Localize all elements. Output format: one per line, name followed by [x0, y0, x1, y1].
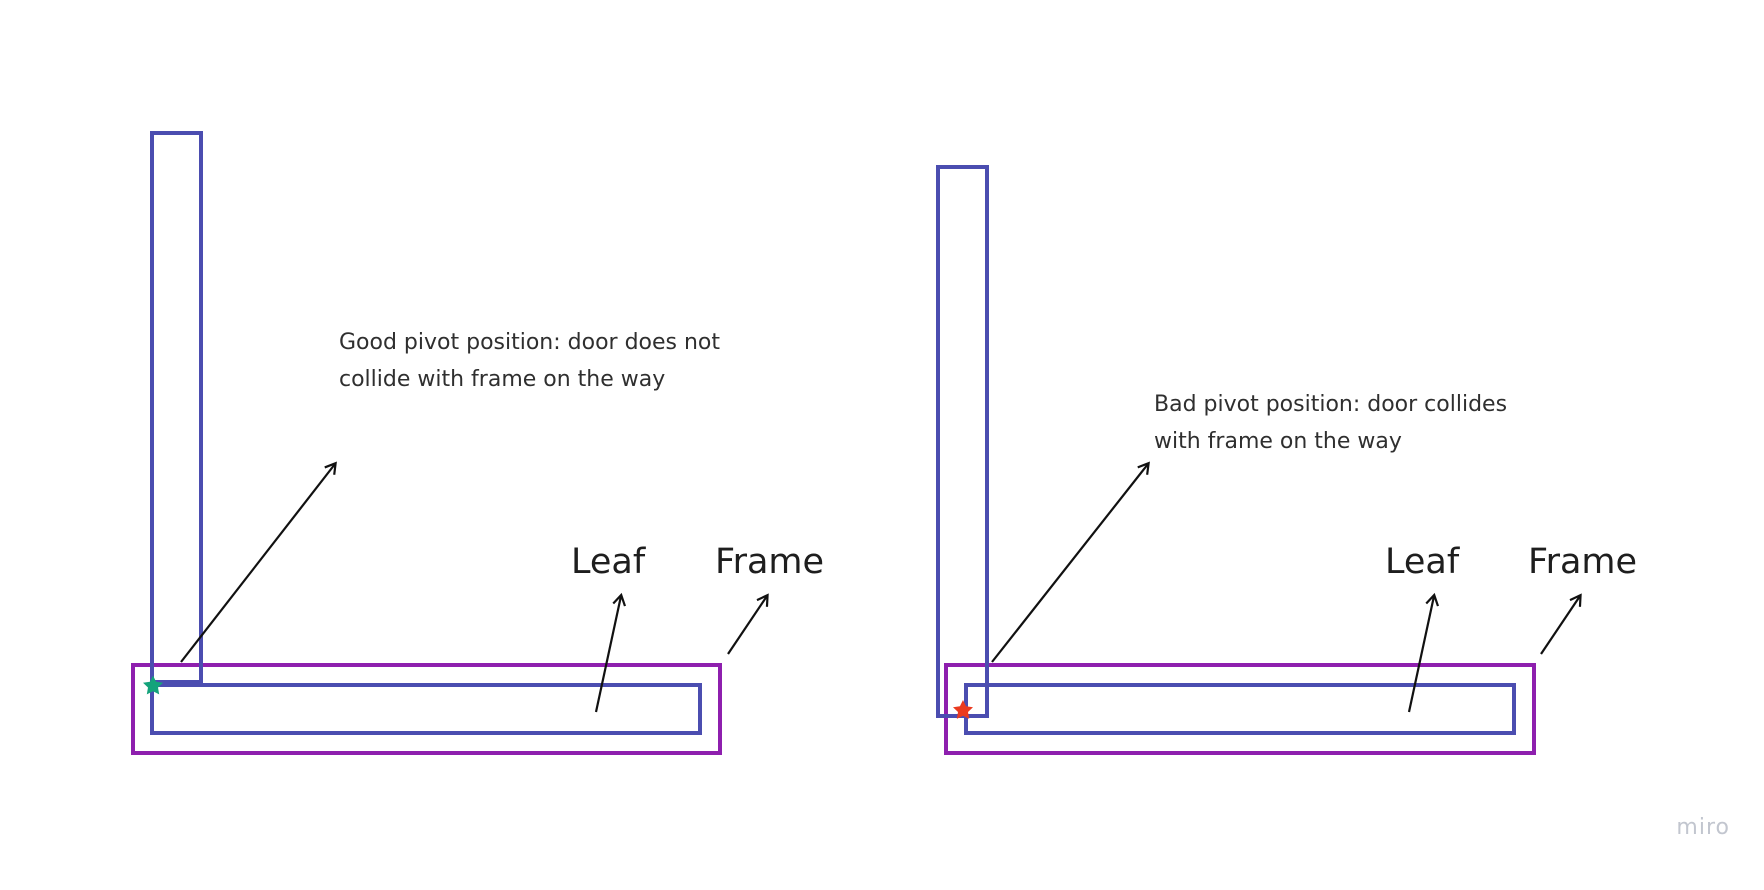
- left-frame-arrow: [727, 593, 769, 655]
- right-frame-arrow: [1540, 593, 1582, 655]
- left-scene: [131, 131, 769, 755]
- left-leaf-arrow: [594, 592, 627, 713]
- good-pivot-note: Good pivot position: door does not colli…: [339, 330, 721, 392]
- right-door-open-rect: [936, 165, 989, 718]
- right-note-arrow: [991, 461, 1150, 663]
- left-frame-rect: [131, 663, 722, 755]
- left-note-arrow: [180, 461, 337, 663]
- left-frame-label: Frame: [715, 542, 825, 582]
- bad-pivot-star-icon: [953, 700, 973, 719]
- left-door-open-rect: [150, 131, 203, 684]
- miro-watermark: miro: [1676, 815, 1730, 840]
- bad-pivot-note: Bad pivot position: door collides with f…: [1154, 392, 1508, 454]
- right-leaf-label: Leaf: [1385, 542, 1460, 582]
- good-pivot-star-icon: [143, 675, 163, 695]
- right-scene: [936, 165, 1582, 755]
- right-door-closed-rect: [964, 683, 1516, 735]
- right-leaf-arrow: [1407, 592, 1440, 713]
- right-frame-label: Frame: [1528, 542, 1638, 582]
- right-frame-rect: [944, 663, 1536, 755]
- left-leaf-label: Leaf: [571, 542, 646, 582]
- left-door-closed-rect: [150, 683, 702, 735]
